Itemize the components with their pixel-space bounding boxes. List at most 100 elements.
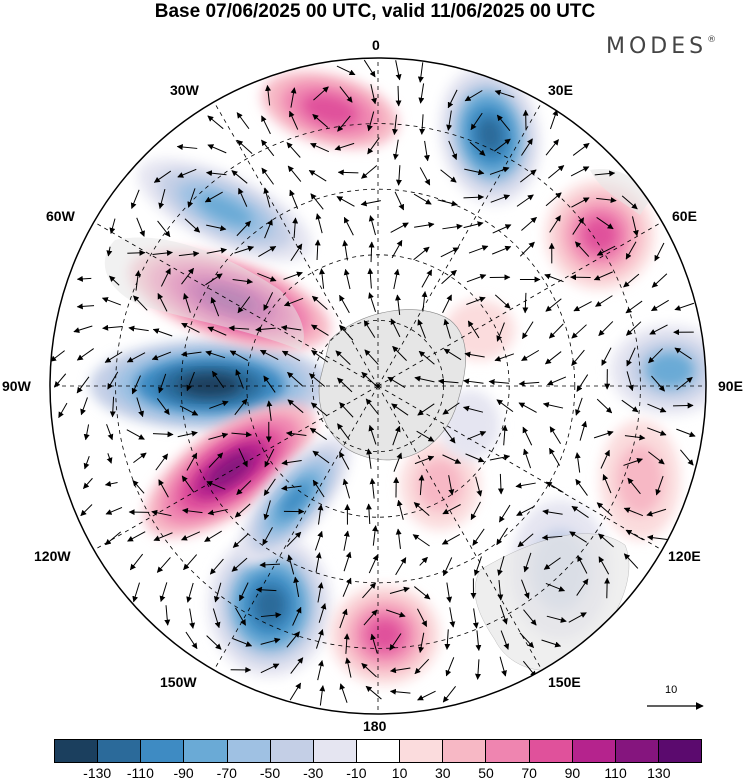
wind-arrow [596, 217, 614, 230]
wind-arrow [647, 427, 667, 436]
wind-arrow [626, 347, 636, 367]
wind-arrow [437, 199, 458, 207]
wind-arrow [205, 170, 227, 177]
wind-arrow [335, 350, 351, 365]
colorbar-tick-label: -90 [173, 765, 194, 781]
wind-arrow [186, 452, 198, 471]
wind-arrow [389, 586, 410, 595]
lon-label-120w: 120W [34, 548, 71, 564]
wind-arrow [281, 459, 302, 466]
wind-arrow [517, 533, 534, 548]
wind-arrow [389, 667, 411, 674]
wind-arrow [368, 241, 375, 263]
wind-arrow [177, 430, 198, 438]
wind-arrow [676, 428, 696, 438]
wind-arrow [522, 321, 534, 340]
wind-arrow [155, 453, 169, 471]
colorbar-swatch [270, 740, 314, 762]
wind-arrow [261, 167, 274, 185]
land-layer [104, 169, 650, 671]
wind-arrow [83, 424, 90, 441]
wind-arrow [231, 557, 248, 572]
wind-arrow [313, 86, 329, 101]
wind-arrow [257, 272, 277, 282]
wind-arrow [183, 554, 198, 571]
wind-arrow [208, 452, 224, 468]
wind-arrow [107, 371, 119, 390]
wind-arrow [521, 216, 537, 231]
wind-arrow [651, 375, 665, 392]
wind-arrow [207, 115, 224, 130]
wind-arrow [414, 658, 430, 675]
wind-arrow [541, 534, 563, 541]
wind-arrow [549, 109, 559, 130]
wind-arrow [363, 320, 376, 338]
anomaly-contour [178, 373, 242, 397]
wind-arrow [417, 319, 426, 339]
wind-arrow [446, 582, 453, 603]
wind-arrow [623, 457, 643, 466]
colorbar-tick-label: 90 [564, 765, 581, 781]
wind-arrow [292, 217, 299, 238]
wind-arrow [470, 112, 483, 131]
wind-arrow [235, 607, 246, 626]
wind-arrow [624, 434, 646, 441]
colorbar-tick-label: -10 [346, 765, 367, 781]
wind-arrow [464, 90, 483, 102]
wind-arrow [311, 295, 328, 310]
wind-arrow [312, 479, 325, 498]
wind-arrow [361, 662, 377, 678]
wind-arrow [414, 375, 435, 383]
wind-arrow [181, 351, 202, 357]
wind-arrow [239, 582, 249, 602]
wind-arrow [523, 448, 532, 469]
wind-arrow [391, 239, 403, 259]
wind-arrow [488, 378, 510, 385]
wind-arrow [361, 371, 377, 387]
wind-arrow [491, 245, 512, 255]
wind-arrow [58, 402, 68, 419]
wind-arrow [260, 612, 282, 619]
wind-arrow [595, 295, 613, 307]
wind-arrow [494, 294, 511, 309]
wind-arrow [546, 376, 567, 386]
wind-arrow [464, 351, 485, 358]
wind-arrow [134, 270, 141, 291]
wind-arrow [158, 373, 167, 394]
wind-arrow [442, 402, 460, 415]
wind-arrow [462, 405, 484, 413]
wind-arrow [264, 219, 273, 239]
wind-arrow [518, 402, 537, 413]
wind-arrow [601, 347, 612, 366]
colorbar-tick-label: 30 [435, 765, 451, 781]
wind-arrow [516, 194, 534, 207]
wind-arrow [515, 482, 536, 489]
lon-label-60w: 60W [46, 208, 75, 224]
wind-arrow [258, 246, 277, 257]
wind-arrow [574, 452, 581, 473]
meridian-line [377, 101, 543, 387]
wind-arrow [105, 506, 123, 515]
wind-arrow [571, 197, 590, 208]
wind-arrow [181, 531, 201, 541]
meridian-line [377, 221, 663, 387]
wind-arrow [152, 431, 174, 438]
wind-arrow [572, 217, 585, 235]
wind-arrow [443, 318, 451, 339]
wind-arrow [109, 218, 116, 234]
wind-arrow [441, 534, 461, 545]
wind-arrow [109, 275, 120, 286]
wind-arrow [572, 143, 590, 156]
colorbar-swatch [486, 740, 530, 762]
wind-arrow [237, 296, 251, 314]
wind-arrow [395, 85, 402, 107]
wind-arrow [205, 350, 226, 359]
wind-arrow [571, 505, 589, 518]
colorbar-tick-label: 50 [478, 765, 494, 781]
wind-arrow [574, 241, 590, 257]
wind-arrow [157, 292, 168, 312]
wind-arrow [412, 534, 430, 547]
wind-arrow [133, 295, 148, 311]
wind-arrow [523, 552, 532, 573]
wind-arrow [573, 301, 592, 312]
